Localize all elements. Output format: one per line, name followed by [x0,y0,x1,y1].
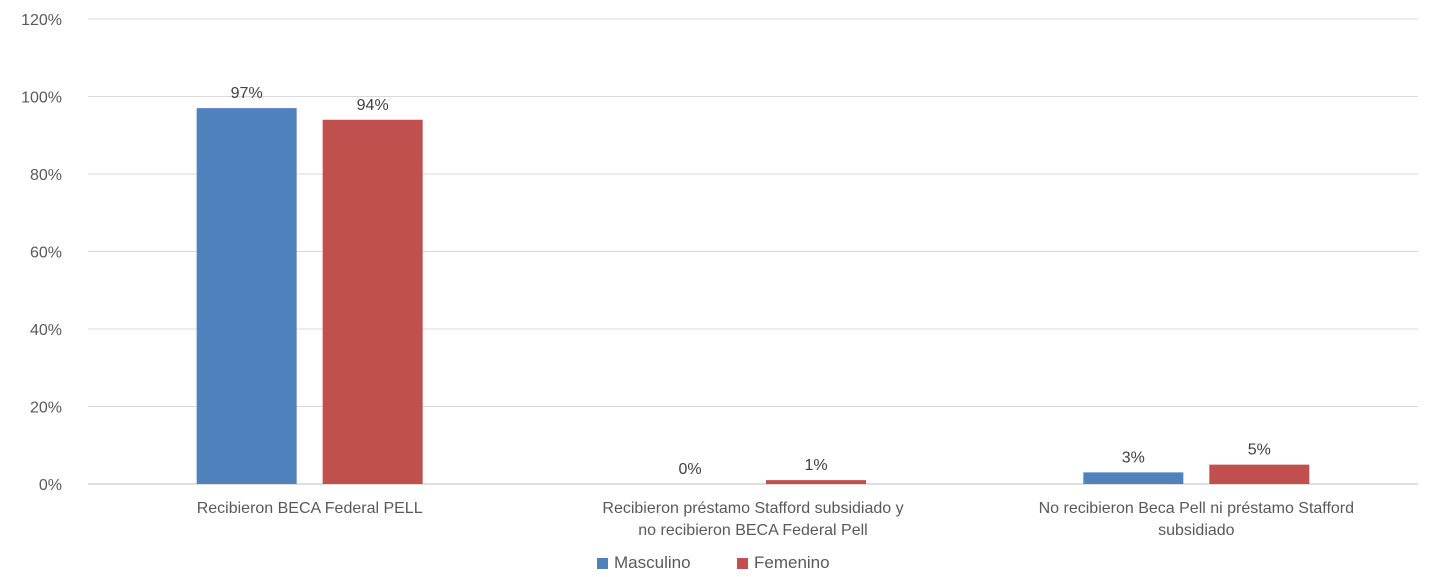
bar-femenino-2 [766,480,866,484]
data-label: 94% [357,97,389,114]
legend-label-masculino: Masculino [614,553,691,572]
legend-swatch-masculino [597,558,608,569]
y-tick-label: 20% [30,400,62,417]
data-label: 0% [678,461,701,478]
legend-swatch-femenino [737,558,748,569]
category-label: No recibieron Beca Pell ni préstamo Staf… [1039,500,1354,517]
y-tick-label: 120% [21,12,62,29]
data-label: 1% [804,457,827,474]
category-label: subsidiado [1158,522,1235,539]
data-label: 97% [231,85,263,102]
category-label: Recibieron BECA Federal PELL [197,500,423,517]
data-labels: 97% 94% 0% 1% 3% 5% [231,85,1271,478]
gridlines [88,18,1418,485]
legend: Masculino Femenino [597,553,830,572]
category-label: Recibieron préstamo Stafford subsidiado … [602,500,903,517]
y-tick-label: 100% [21,90,62,107]
bar-femenino-3 [1209,464,1310,484]
y-tick-label: 80% [30,167,62,184]
bar-masculino-3 [1083,472,1184,484]
bar-masculino-1 [196,108,297,484]
data-label: 5% [1248,442,1271,459]
category-label: no recibieron BECA Federal Pell [638,522,867,539]
data-label: 3% [1122,449,1145,466]
bar-femenino-1 [322,119,423,484]
y-tick-label: 60% [30,245,62,262]
bars [196,108,1310,484]
x-axis: Recibieron BECA Federal PELL Recibieron p… [197,500,1354,539]
y-tick-label: 40% [30,322,62,339]
legend-label-femenino: Femenino [754,553,830,572]
y-axis: 0% 20% 40% 60% 80% 100% 120% [21,12,62,494]
y-tick-label: 0% [39,477,62,494]
